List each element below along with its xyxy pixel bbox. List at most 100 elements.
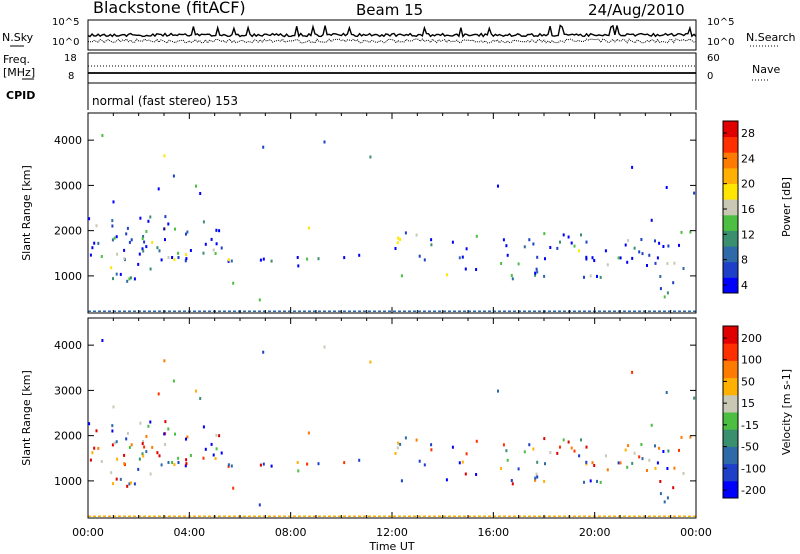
power-colorbar-tick-label: 12 (741, 228, 755, 241)
power-cell (536, 270, 539, 274)
cpid-label: CPID (6, 89, 36, 102)
freq-tick-low: 8 (68, 71, 75, 82)
power-cell (567, 235, 570, 239)
velocity-cell (394, 452, 397, 455)
velocity-cell (139, 421, 142, 425)
velocity-cell (423, 463, 426, 467)
velocity-cell (619, 461, 622, 465)
velocity-cell (227, 463, 230, 467)
power-cell (110, 266, 113, 270)
velocity-cell (663, 500, 666, 504)
velocity-colorbar-swatch (723, 429, 738, 447)
power-cell (458, 256, 461, 260)
power-cell (218, 229, 221, 233)
power-cell (559, 240, 561, 244)
power-cell (156, 246, 159, 250)
velocity-cell (174, 432, 176, 436)
power-cell (502, 238, 505, 242)
velocity-cell (682, 472, 685, 475)
velocity-panel-frame (87, 317, 697, 519)
power-cell (125, 232, 128, 236)
power-cell (93, 241, 96, 245)
velocity-cell (534, 476, 537, 480)
power-cell (145, 230, 148, 233)
power-cell (164, 238, 166, 242)
velocity-cell (111, 424, 114, 428)
velocity-cell (204, 447, 207, 451)
y-tick-label: 1000 (54, 475, 82, 488)
axes: 4000 3000 2000 1000 Slant Range [km] 4000 3000… (20, 113, 712, 553)
power-cell (445, 273, 448, 277)
power-cell (591, 256, 594, 260)
velocity-cell (689, 435, 692, 439)
power-cell (666, 291, 669, 295)
velocity-cell (130, 443, 133, 447)
power-cell (619, 256, 622, 260)
velocity-cell (129, 481, 132, 485)
power-cell (158, 249, 161, 253)
velocity-cell (111, 443, 114, 447)
velocity-cell (212, 453, 215, 457)
velocity-cell (218, 434, 221, 438)
power-cell (185, 253, 188, 257)
velocity-cell (506, 458, 509, 462)
velocity-cell (497, 389, 499, 393)
power-cell (317, 257, 320, 261)
power-cell (585, 255, 588, 259)
power-cell (214, 252, 217, 255)
velocity-cell (631, 370, 634, 374)
velocity-colorbar-tick-label: 200 (741, 332, 762, 345)
velocity-colorbar-tick-label: -200 (741, 484, 766, 497)
power-cell (543, 232, 546, 236)
power-cell (141, 237, 144, 241)
velocity-cell (306, 462, 309, 466)
velocity-cell (585, 462, 588, 466)
velocity-cell (511, 482, 514, 486)
velocity-cell (126, 484, 129, 488)
power-cell (101, 134, 104, 137)
velocity-cell (119, 477, 122, 481)
power-cell (185, 232, 187, 236)
velocity-cell (397, 441, 400, 445)
power-cell (119, 272, 122, 276)
velocity-cell (641, 457, 644, 461)
power-cell (259, 258, 262, 262)
velocity-cell (646, 469, 648, 472)
velocity-cell (186, 435, 189, 439)
nsky-panel-frame (87, 19, 697, 51)
velocity-cell (185, 458, 188, 462)
velocity-cell (133, 482, 136, 486)
power-cell (543, 274, 546, 278)
power-colorbar-swatch (723, 246, 738, 263)
x-tick-label: 20:00 (579, 526, 611, 539)
velocity-cell (128, 445, 131, 449)
power-cell (535, 267, 538, 271)
velocity-colorbar-swatch (723, 394, 738, 413)
velocity-cell (195, 389, 197, 393)
power-cell (585, 240, 588, 244)
power-cell (123, 257, 126, 261)
velocity-cell (215, 447, 218, 451)
power-cell (189, 249, 192, 252)
power-cell (113, 236, 116, 240)
freq-tick-high: 18 (64, 53, 77, 64)
y-axis-label: Slant Range [km] (20, 165, 33, 261)
power-cell (184, 259, 187, 263)
velocity-cell (145, 435, 148, 438)
power-cell (174, 227, 176, 231)
nsearch-label: N.Search (746, 31, 796, 44)
power-cell (631, 165, 634, 169)
velocity-cell (177, 456, 180, 460)
x-tick-label: 00:00 (72, 526, 104, 539)
velocity-colorbar-swatch (723, 463, 738, 482)
velocity-cell (262, 350, 265, 354)
velocity-cell (164, 443, 166, 447)
power-cell (163, 154, 166, 158)
top-traces (87, 24, 697, 74)
velocity-cell (164, 420, 167, 424)
velocity-cell (633, 451, 636, 455)
velocity-cell (399, 442, 402, 446)
velocity-cell (667, 449, 670, 453)
velocity-cell (430, 443, 433, 447)
